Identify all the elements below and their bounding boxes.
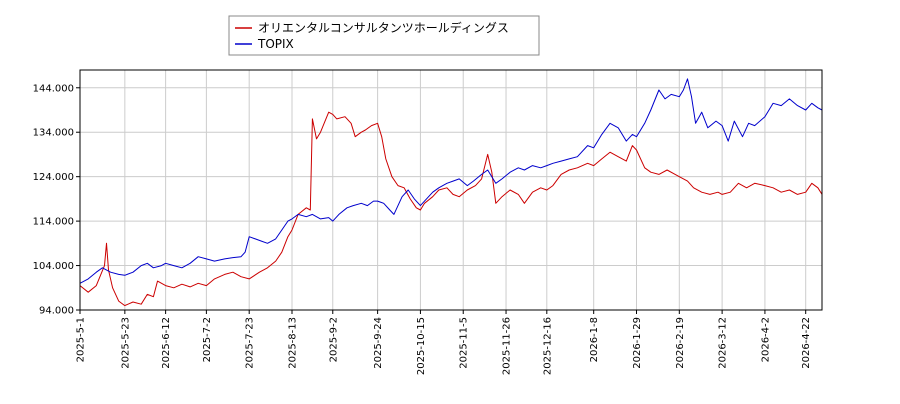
y-tick-label: 114.000 [33,217,74,228]
x-tick-label: 2025-8-13 [288,317,299,369]
series-line-1 [79,111,823,307]
y-tick-label: 94.000 [39,306,74,317]
x-tick-label: 2025-9-2 [328,317,339,362]
x-tick-label: 2025-11-26 [502,317,513,375]
x-tick-label: 2025-10-15 [416,317,427,375]
x-tick-label: 2026-1-29 [632,317,643,369]
x-axis-ticks: 2025-5-1 2025-5-23 2025-6-12 2025-7-2 2025-7… [76,310,812,375]
x-tick-label: 2025-6-12 [161,317,172,369]
y-tick-label: 104.000 [33,261,74,272]
y-tick-label: 134.000 [33,128,74,139]
x-tick-label: 2026-1-8 [589,317,600,362]
legend-label-series-1: オリエンタルコンサルタンツホールディングス [258,20,509,35]
y-tick-label: 124.000 [33,172,74,183]
x-tick-label: 2025-5-23 [120,317,131,369]
legend-box [228,15,540,56]
series-line-2 [79,78,823,284]
series-lines [79,78,823,307]
x-tick-label: 2026-4-2 [760,317,771,362]
x-tick-label: 2025-5-1 [76,317,87,362]
x-tick-label: 2026-2-19 [675,317,686,369]
x-tick-label: 2025-11-5 [459,317,470,369]
legend-label-series-2: TOPIX [257,37,294,51]
x-tick-label: 2025-12-16 [542,317,553,375]
plot-frame [79,69,823,311]
x-tick-label: 2026-3-12 [718,317,729,369]
y-tick-label: 144.000 [33,83,74,94]
y-axis-ticks: 94.000 104.000 114.000 124.000 134.000 144.00… [33,83,80,317]
x-tick-label: 2026-4-22 [801,317,812,369]
x-tick-label: 2025-9-24 [373,317,384,369]
plot-area [80,70,822,310]
x-tick-label: 2025-7-2 [202,317,213,362]
legend: オリエンタルコンサルタンツホールディングス TOPIX [228,15,540,56]
x-tick-label: 2025-7-23 [245,317,256,369]
